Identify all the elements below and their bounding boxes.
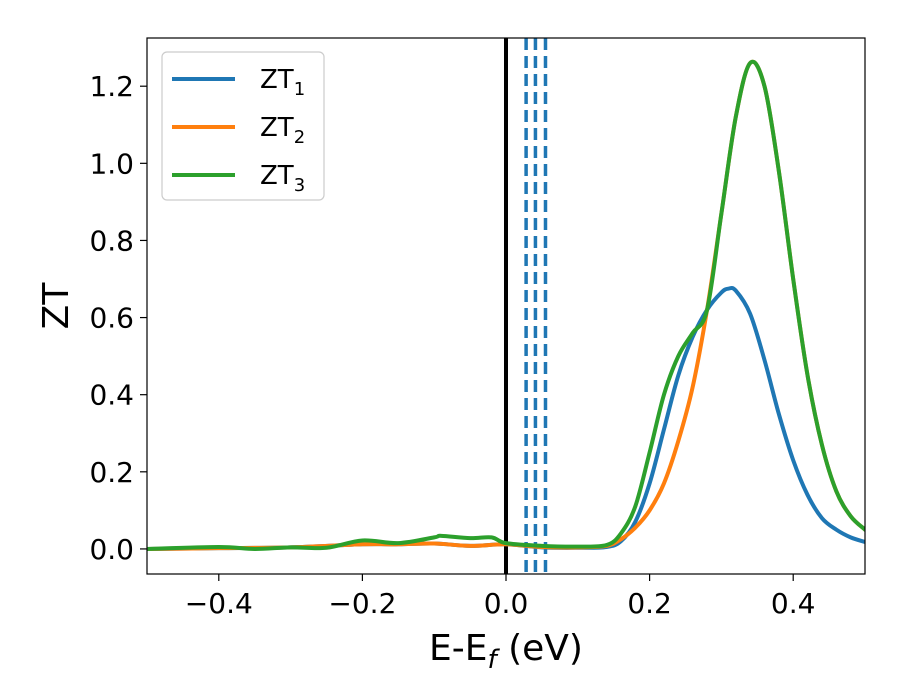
legend-box (161, 51, 325, 201)
plot-area (147, 38, 865, 574)
y-tick-label: 1.0 (89, 147, 134, 180)
y-tick-label: 0.2 (89, 456, 134, 489)
y-tick-label: 0.8 (89, 224, 134, 257)
x-axis-label: E-Ef (eV) (429, 628, 583, 675)
legend-label-ZT1: ZT1 (260, 65, 305, 100)
y-tick-label: 0.0 (89, 533, 134, 566)
y-tick-label: 0.6 (89, 302, 134, 335)
y-axis-label: ZT (36, 282, 77, 330)
x-tick-label: 0.0 (484, 587, 529, 620)
series-line-ZT3 (147, 59, 865, 551)
x-tick-label: 0.2 (627, 587, 672, 620)
legend: ZT1 ZT2 ZT3 (161, 51, 325, 201)
y-tick-label: 0.4 (89, 379, 134, 412)
legend-label-ZT3: ZT3 (260, 161, 305, 196)
x-tick-label: −0.4 (185, 587, 253, 620)
axes: −0.4 −0.2 0.0 0.2 0.4 0.0 0.2 0.4 0.6 0.8 1.0 1.2 E-… (36, 37, 866, 675)
y-tick-label: 1.2 (89, 70, 134, 103)
legend-label-ZT2: ZT2 (260, 113, 305, 148)
x-tick-label: −0.2 (328, 587, 396, 620)
x-tick-label: 0.4 (771, 587, 816, 620)
